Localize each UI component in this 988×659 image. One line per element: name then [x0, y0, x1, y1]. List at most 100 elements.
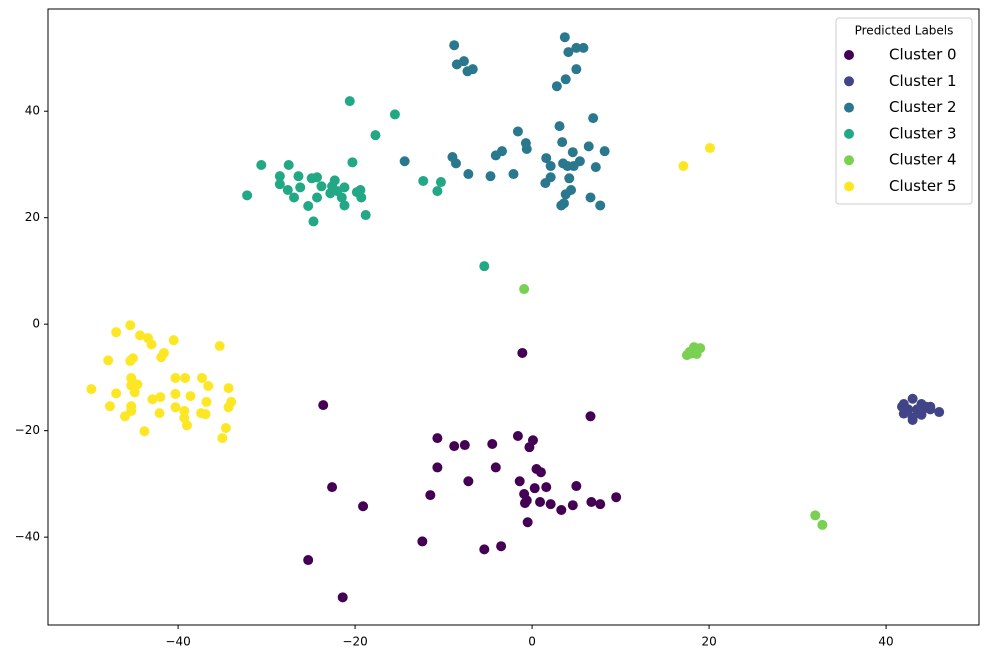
point: [545, 499, 556, 510]
point: [119, 411, 130, 422]
point: [125, 320, 136, 331]
point: [599, 146, 610, 157]
point: [220, 423, 231, 434]
point: [432, 186, 443, 197]
point: [316, 181, 327, 192]
point: [146, 339, 157, 350]
point: [564, 173, 575, 184]
point: [449, 40, 460, 51]
point: [181, 420, 192, 431]
point: [344, 96, 355, 107]
point: [154, 408, 165, 419]
point: [214, 341, 225, 352]
point: [325, 188, 336, 199]
point: [283, 159, 294, 170]
point: [512, 430, 523, 441]
y-tick-label: 0: [32, 317, 40, 331]
point: [139, 426, 150, 437]
point: [554, 121, 565, 132]
point: [571, 64, 582, 75]
point: [196, 372, 207, 383]
point: [180, 372, 191, 383]
point: [571, 481, 582, 492]
point: [370, 130, 381, 141]
legend-box: [835, 17, 973, 205]
point: [678, 161, 689, 172]
point: [916, 407, 927, 418]
point: [450, 158, 461, 169]
point: [704, 142, 715, 153]
legend-marker: [844, 50, 854, 60]
point: [519, 284, 530, 295]
x-tick-label: 0: [528, 635, 536, 649]
point: [111, 327, 122, 338]
point: [327, 482, 338, 493]
legend-marker: [844, 76, 854, 87]
x-tick-label: −40: [165, 635, 190, 649]
point: [185, 391, 196, 402]
point: [558, 198, 569, 209]
x-tick-label: −20: [342, 635, 367, 649]
point: [336, 192, 347, 203]
point: [170, 388, 181, 399]
point: [417, 536, 428, 547]
point: [522, 517, 533, 528]
point: [170, 372, 181, 383]
point: [399, 156, 410, 167]
point: [590, 162, 601, 173]
point: [520, 498, 531, 509]
point: [595, 499, 606, 510]
x-tick-label: 40: [878, 635, 893, 649]
point: [293, 171, 304, 182]
point: [560, 189, 571, 200]
point: [289, 192, 300, 203]
point: [459, 440, 470, 451]
point: [295, 182, 306, 193]
point: [111, 388, 122, 399]
point: [521, 144, 532, 155]
point: [201, 396, 212, 407]
point: [583, 141, 594, 152]
point: [126, 372, 137, 383]
point: [132, 379, 143, 390]
point: [127, 353, 138, 364]
point: [360, 210, 371, 221]
point: [578, 42, 589, 53]
point: [435, 177, 446, 188]
y-tick-label: −40: [15, 530, 40, 544]
legend-title: Predicted Labels: [855, 24, 954, 38]
point: [303, 555, 314, 566]
point: [588, 113, 599, 124]
point: [86, 384, 97, 395]
point: [817, 519, 828, 530]
point: [508, 169, 519, 180]
point: [274, 171, 285, 182]
point: [168, 335, 179, 346]
point: [339, 200, 350, 211]
point: [356, 192, 367, 203]
point: [535, 497, 546, 508]
point: [463, 169, 474, 180]
point: [418, 175, 429, 186]
point: [337, 592, 348, 603]
point: [223, 383, 234, 394]
point: [347, 157, 358, 168]
point: [585, 192, 596, 203]
point: [479, 544, 490, 555]
legend-marker: [844, 181, 854, 192]
point: [517, 347, 528, 358]
point: [203, 380, 214, 391]
point: [135, 330, 146, 341]
point: [318, 400, 329, 411]
point: [524, 442, 535, 453]
point: [541, 482, 552, 493]
y-tick-label: −20: [15, 423, 40, 437]
point: [389, 109, 400, 120]
point: [467, 64, 478, 75]
point: [425, 490, 436, 501]
point: [458, 56, 469, 67]
point: [907, 415, 918, 426]
y-tick-label: 40: [25, 104, 40, 118]
point: [303, 200, 314, 211]
point: [586, 497, 597, 508]
